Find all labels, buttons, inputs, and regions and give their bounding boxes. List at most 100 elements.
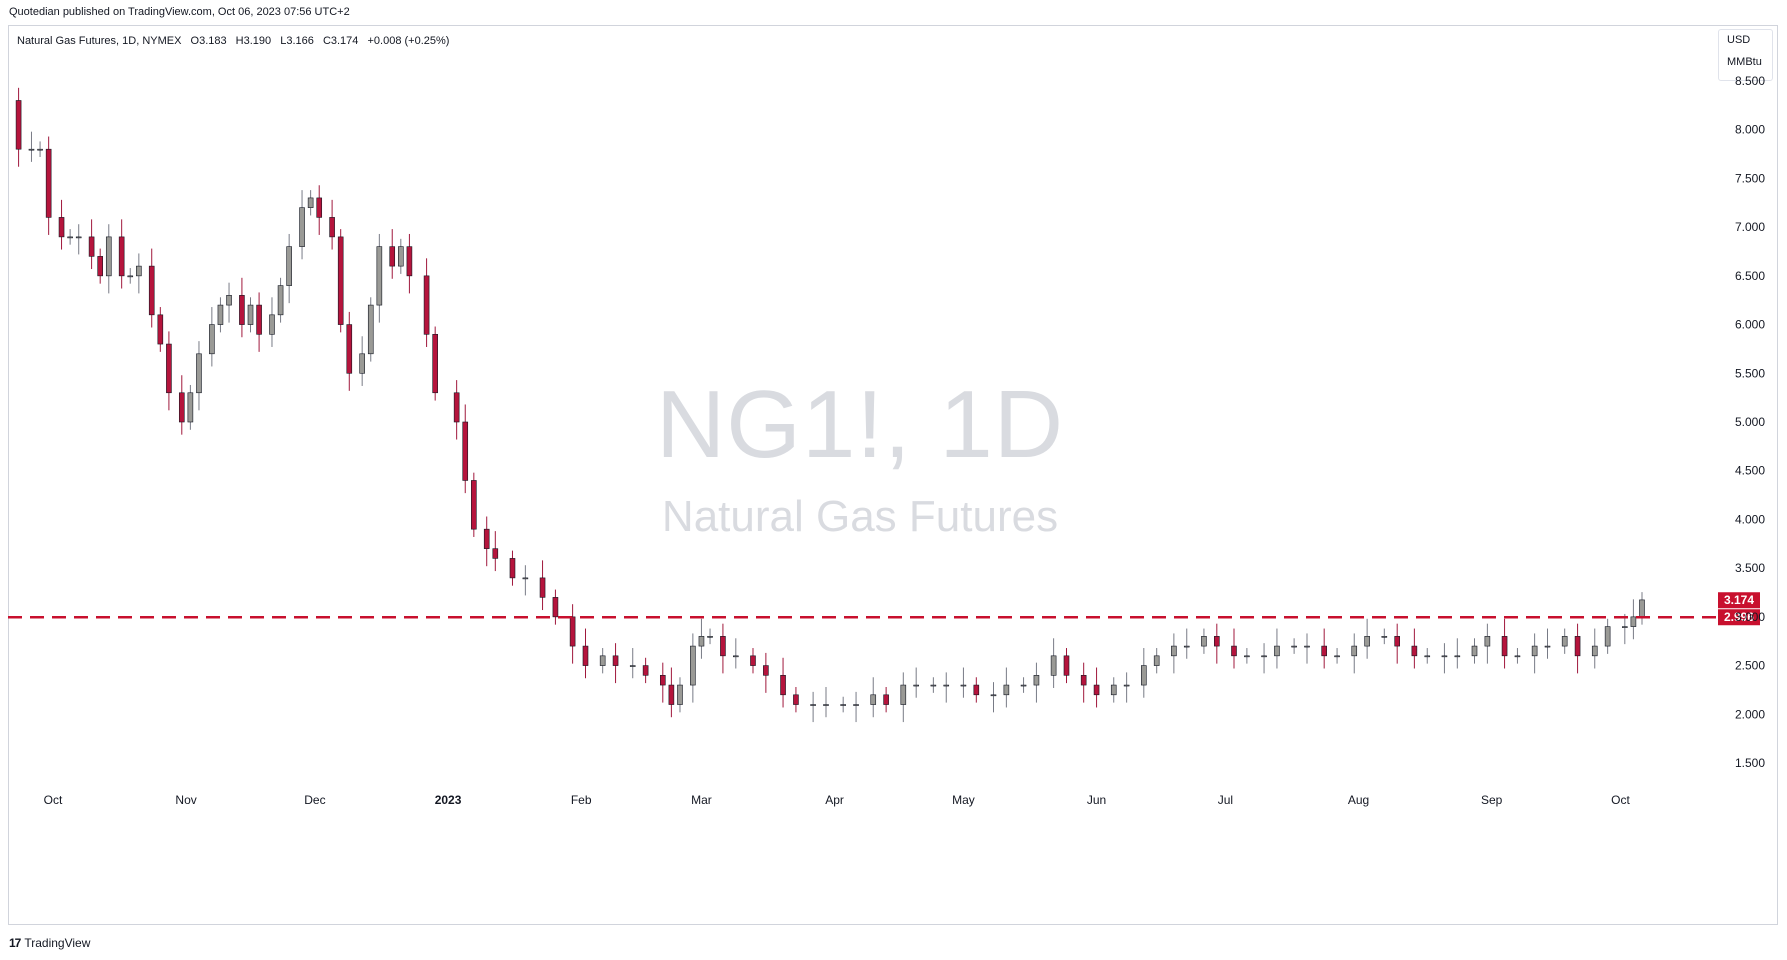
- candle-body: [690, 645, 696, 686]
- candle-body: [118, 236, 125, 277]
- chart-pane[interactable]: [8, 25, 1778, 925]
- candle-body: [1574, 636, 1581, 657]
- x-tick-label: Nov: [175, 793, 196, 807]
- candle-body: [539, 577, 546, 598]
- candle-body: [823, 704, 829, 706]
- candle-body: [1639, 599, 1645, 618]
- candle-body: [793, 694, 799, 705]
- candle-body: [677, 684, 683, 705]
- candle-body: [226, 295, 232, 306]
- candle-body: [522, 577, 529, 580]
- candle-body: [1622, 626, 1628, 628]
- candle-body: [58, 217, 65, 238]
- candle-body: [552, 597, 559, 618]
- ohlc-low: L3.166: [280, 35, 314, 47]
- candle-body: [1544, 645, 1551, 648]
- last-price-label: 3.174: [1718, 592, 1760, 609]
- candle-body: [509, 558, 516, 579]
- tradingview-logo-icon: 17: [9, 936, 21, 950]
- publisher-caption: Quotedian published on TradingView.com, …: [9, 6, 350, 18]
- candle-body: [1630, 616, 1637, 627]
- ohlc-open: O3.183: [190, 35, 227, 47]
- candle-body: [492, 548, 499, 559]
- candle-body: [1531, 645, 1538, 657]
- symbol-legend[interactable]: Natural Gas Futures, 1D, NYMEX O3.183 H3…: [17, 35, 455, 47]
- candle-body: [277, 285, 284, 316]
- level-price-label: 2.996: [1718, 609, 1760, 626]
- currency-label: USD: [1727, 34, 1751, 46]
- watermark-title: NG1!, 1D: [655, 371, 1065, 478]
- candle-body: [286, 246, 292, 286]
- candle-body: [97, 256, 103, 277]
- candle-body: [642, 665, 649, 676]
- currency-unit-button[interactable]: USD MMBtu: [1718, 29, 1773, 81]
- candle-body: [900, 684, 907, 705]
- candle-body: [1411, 645, 1418, 657]
- candle-body: [299, 207, 305, 247]
- candle-body: [569, 616, 576, 647]
- candle-body: [1020, 684, 1027, 687]
- candle-body: [37, 148, 43, 151]
- candle-body: [930, 684, 937, 687]
- candle-body: [406, 246, 413, 277]
- x-tick-label: Oct: [44, 793, 63, 807]
- x-tick-label: 2023: [435, 793, 462, 807]
- y-tick-label: 5.500: [1735, 366, 1765, 380]
- candle-body: [698, 636, 705, 647]
- candle-body: [269, 314, 275, 335]
- candle-body: [990, 694, 997, 697]
- candle-body: [462, 421, 469, 481]
- candle-body: [1364, 636, 1370, 647]
- candle-body: [217, 304, 224, 325]
- candle-body: [1441, 655, 1448, 658]
- y-tick-label: 5.000: [1735, 415, 1765, 429]
- x-tick-label: Jul: [1218, 793, 1233, 807]
- candle-body: [1394, 636, 1400, 647]
- candle-body: [1501, 636, 1508, 657]
- candle-body: [1183, 645, 1190, 648]
- candle-body: [196, 353, 202, 394]
- candle-body: [316, 197, 323, 218]
- candle-body: [337, 236, 344, 325]
- candle-body: [599, 655, 606, 666]
- candle-body: [1080, 675, 1087, 686]
- candle-body: [1561, 636, 1568, 647]
- x-tick-label: Jun: [1087, 793, 1106, 807]
- candle-body: [1244, 655, 1250, 658]
- y-tick-label: 4.000: [1735, 512, 1765, 526]
- candle-body: [659, 675, 666, 686]
- x-tick-label: Sep: [1481, 793, 1503, 807]
- tradingview-brand: TradingView: [24, 936, 91, 950]
- x-tick-label: Oct: [1611, 793, 1630, 807]
- candle-body: [733, 655, 739, 658]
- candle-body: [432, 334, 438, 394]
- candle-body: [105, 236, 112, 277]
- candle-body: [45, 148, 52, 218]
- candle-body: [471, 480, 477, 530]
- candle-body: [1604, 626, 1611, 647]
- candle-body: [1304, 645, 1310, 648]
- candle-body: [28, 148, 35, 151]
- candle-body: [157, 314, 164, 345]
- candle-body: [256, 304, 262, 335]
- candle-body: [178, 392, 185, 423]
- candle-body: [1261, 655, 1267, 658]
- tradingview-logo[interactable]: 17 TradingView: [9, 936, 90, 950]
- candle-body: [67, 236, 73, 239]
- candle-body: [136, 265, 142, 277]
- candle-body: [166, 343, 172, 394]
- candle-body: [359, 353, 365, 374]
- candle-body: [1141, 665, 1147, 686]
- candle-body: [247, 304, 254, 325]
- candle-body: [960, 684, 967, 687]
- candle-body: [88, 236, 95, 257]
- y-tick-label: 3.000: [1735, 610, 1765, 624]
- candle-body: [148, 265, 155, 316]
- candle-body: [840, 704, 846, 706]
- symbol-name[interactable]: Natural Gas Futures, 1D, NYMEX: [17, 35, 182, 47]
- candle-body: [423, 275, 430, 335]
- candle-body: [453, 392, 460, 423]
- candle-body: [1321, 645, 1327, 657]
- candle-body: [1274, 645, 1280, 657]
